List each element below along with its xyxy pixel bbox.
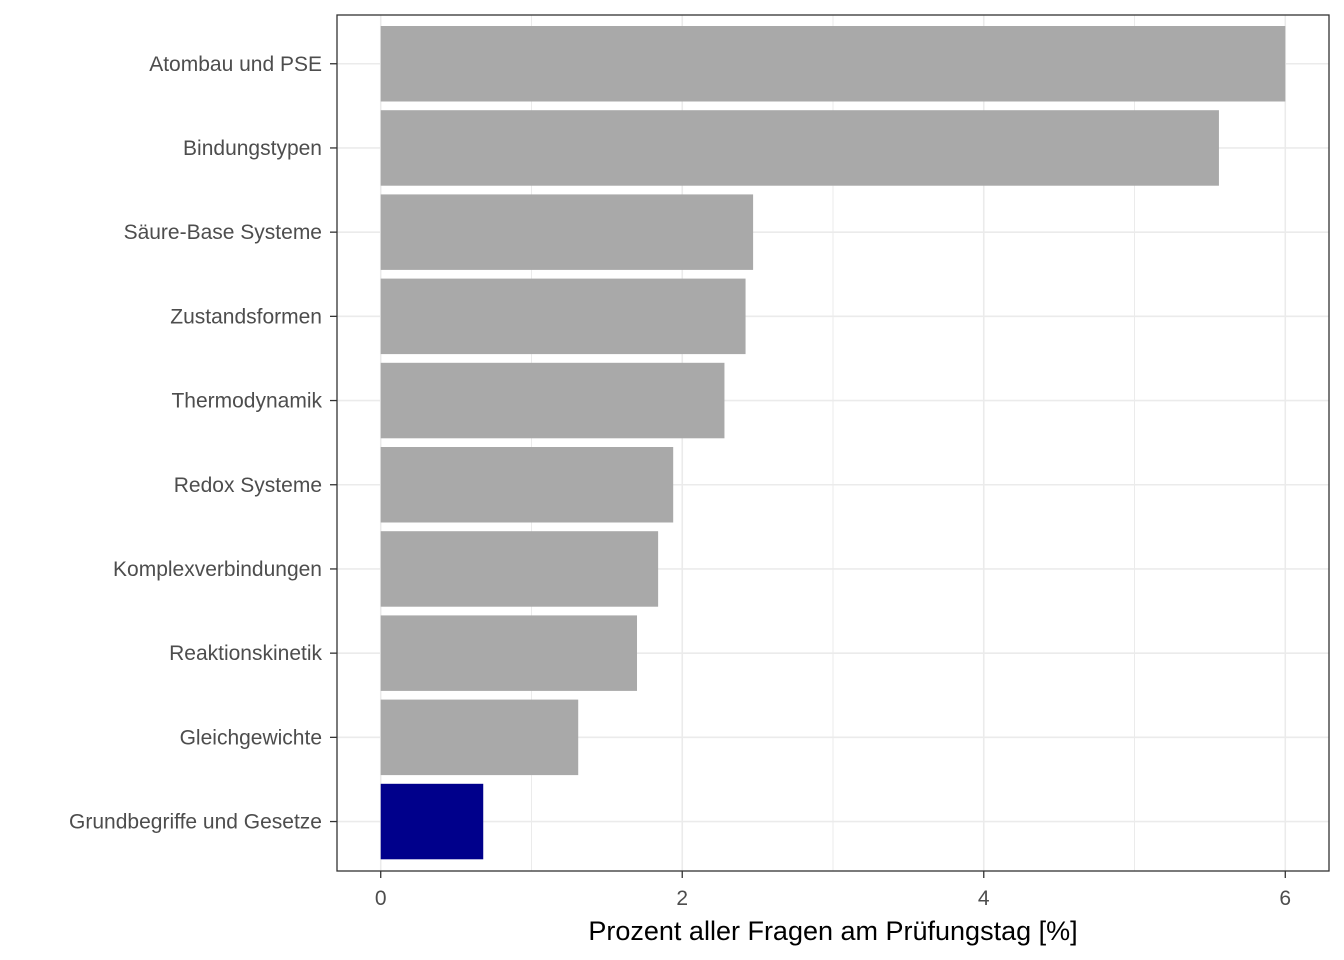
y-tick-label: Reaktionskinetik: [169, 642, 322, 665]
bar-6: [380, 447, 674, 523]
bar-10: [380, 783, 484, 860]
bar-5: [380, 362, 725, 439]
y-tick-label: Grundbegriffe und Gesetze: [69, 811, 322, 834]
y-tick-label: Gleichgewichte: [180, 726, 322, 749]
x-axis: 0 2 4 6: [375, 871, 1291, 910]
bar-8: [380, 615, 638, 691]
bar-7: [380, 531, 659, 607]
bar-9: [380, 699, 579, 776]
panel-border: [336, 14, 1330, 872]
x-axis-title: Prozent aller Fragen am Prüfungstag [%]: [588, 916, 1077, 946]
y-tick-label: Redox Systeme: [174, 474, 322, 497]
y-tick-label: Bindungstypen: [183, 137, 322, 160]
y-tick-label: Atombau und PSE: [149, 53, 322, 76]
x-tick-label: 6: [1279, 887, 1291, 910]
bar-3: [380, 194, 754, 270]
bar-4: [380, 278, 746, 355]
bar-2: [380, 110, 1219, 186]
y-tick-label: Zustandsformen: [170, 305, 322, 328]
x-tick-label: 2: [676, 887, 688, 910]
x-tick-label: 4: [978, 887, 990, 910]
x-tick-label: 0: [375, 887, 387, 910]
y-tick-label: Komplexverbindungen: [113, 558, 322, 581]
y-tick-label: Säure-Base Systeme: [124, 221, 322, 244]
y-tick-label: Thermodynamik: [171, 390, 322, 413]
bar-1: [380, 26, 1286, 102]
y-axis: Atombau und PSE Bindungstypen Säure-Base S…: [69, 53, 337, 834]
bars: [380, 26, 1286, 860]
